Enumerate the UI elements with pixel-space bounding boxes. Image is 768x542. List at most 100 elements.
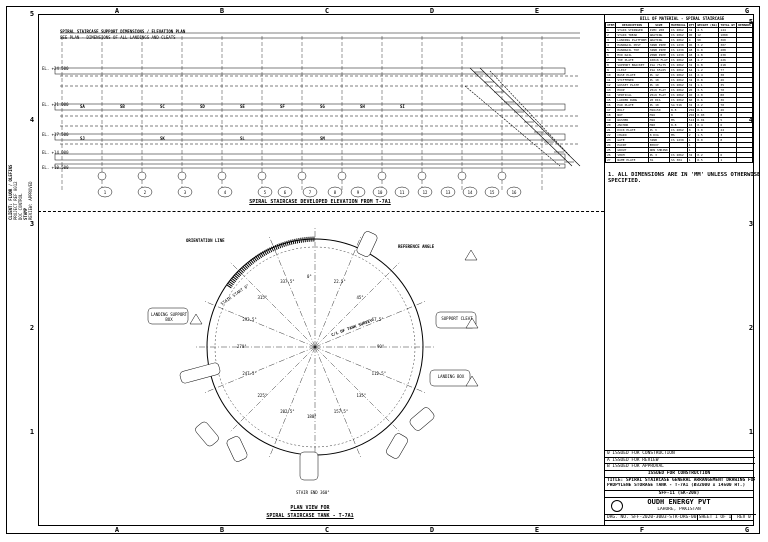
col-mark: E: [534, 7, 540, 15]
col-mark: B: [219, 526, 225, 534]
plan-box-right-2: LANDING BOX: [437, 374, 465, 379]
col-mark: A: [114, 7, 120, 15]
plan-box-left: LANDING SUPPORT BOX: [150, 312, 188, 322]
bom-cell: NAME PLATE: [615, 157, 649, 163]
bay-label: SH: [360, 104, 365, 109]
grid-bubble-label: 11: [399, 190, 405, 195]
row-mark: 1: [748, 428, 754, 436]
grid-bubble-label: 13: [445, 190, 451, 195]
level-label: EL. +24.500: [42, 66, 69, 71]
general-note: 1. ALL DIMENSIONS ARE IN 'MM' UNLESS OTH…: [608, 172, 761, 184]
plan-ray: [314, 300, 426, 348]
row-mark: 2: [748, 324, 754, 332]
level-label: EL. +14.000: [42, 150, 69, 155]
company-name: OUDH ENERGY PVT: [647, 498, 711, 506]
plan-angle-label: 135°: [356, 393, 367, 399]
row-mark: 2: [29, 324, 35, 332]
plan-label-reference: REFERENCE ANGLE: [398, 244, 435, 249]
plan-angle-label: 292.5°: [242, 317, 257, 323]
plan-ray: [314, 262, 400, 348]
col-mark: F: [639, 7, 645, 15]
bom-row: 26 SHIM PL 3 IS 2062 32 0.2 6: [604, 152, 753, 158]
bom-row: 1 STAIR STRINGER ISMC 200 IS 2062 32 4.5 144: [604, 27, 753, 33]
grid-bubble-label: 14: [467, 190, 473, 195]
bom-row: 25 GROUT NON SHRINK 1: [604, 147, 753, 153]
col-mark: C: [324, 7, 330, 15]
drawing-title-1: TITLE: SPIRAL STAIRCASE GENERAL ARRANGEM…: [605, 477, 755, 483]
plan-angle-label: 90°: [377, 344, 385, 349]
sheet-number: SHEET 1 OF 1: [697, 514, 732, 521]
plan-ray: [204, 346, 316, 394]
plan-ray: [314, 346, 426, 394]
plan-angle-label: 270°: [237, 344, 247, 349]
plan-view-drawing: [147, 227, 479, 481]
col-mark: A: [114, 526, 120, 534]
rev-row: A ISSUED FOR REVIEW: [605, 457, 755, 464]
bom-cell: 0.5: [695, 157, 720, 163]
bay-label: SD: [200, 104, 205, 109]
col-mark: D: [429, 7, 435, 15]
drawing-outer-frame: [6, 6, 760, 534]
plan-ray: [268, 236, 316, 348]
bom-header: REMARKS: [736, 22, 753, 28]
company-location: LAHORE, PAKISTAN: [657, 507, 701, 512]
drawing-title-2: PROPYLENE STORAGE TANK - T-7A1 (Ø32000 x…: [607, 483, 746, 488]
plan-angle-label: 45°: [356, 294, 364, 300]
plan-angle-label: 112.5°: [371, 370, 387, 376]
bom-cell: 1: [718, 157, 738, 163]
bay-label: SF: [280, 104, 285, 109]
plan-ray: [230, 346, 316, 432]
grid-bubble-label: 4: [223, 190, 227, 195]
bom-row: 27 NAME PLATE SS SS 304 1 0.5 1: [604, 157, 753, 163]
title-block: 0 ISSUED FOR CONSTRUCTION A ISSUED FOR R…: [604, 450, 756, 526]
bay-label: SG: [320, 104, 325, 109]
bom-cell: SS 304: [669, 157, 688, 163]
bom-cell: NON SHRINK: [647, 147, 671, 153]
plan-ray: [314, 346, 400, 432]
grid-bubble-label: 6: [283, 190, 287, 195]
bay-label: SE: [240, 104, 245, 109]
plan-ray: [230, 262, 316, 348]
drawing-inner-frame: [38, 14, 754, 526]
grid-bubble-label: 2: [143, 190, 147, 195]
strip-line: REVIEW: APPROVED: [28, 181, 33, 220]
col-mark: E: [534, 526, 540, 534]
grid-bubble-label: 1: [103, 190, 107, 195]
level-label: EL. +10.500: [42, 165, 69, 170]
col-mark: F: [639, 526, 645, 534]
col-mark: B: [219, 7, 225, 15]
bay-label: SJ: [80, 136, 85, 141]
bom-header: MATERIAL: [669, 22, 688, 28]
left-info-strip: CLIENT: FLUOR / OLEFINS PROJECT REF 0012…: [8, 30, 36, 220]
bom-header-row: ITEM DESCRIPTION SIZE MATERIAL QTY WEIGH…: [604, 22, 753, 28]
bay-label: SB: [120, 104, 125, 109]
grid-bubble-label: 12: [422, 190, 428, 195]
row-mark: 4: [29, 116, 35, 124]
bom-cell: [736, 157, 753, 163]
col-mark: G: [744, 526, 750, 534]
bom-cell: LANDING PLATFORM: [615, 37, 649, 43]
row-mark: 3: [29, 220, 35, 228]
bay-label: SC: [160, 104, 165, 109]
drawing-number: DRG. NO. SFF-2020-3003-STR-DRG-001-005: [605, 514, 697, 520]
plan-ray: [314, 346, 362, 458]
plan-angle-label: 0°: [307, 274, 312, 279]
bom-cell: 1: [686, 157, 697, 163]
right-column-divider: [604, 14, 605, 526]
grid-bubble-label: 10: [377, 190, 383, 195]
plan-angle-label: 22.5°: [333, 279, 346, 285]
bom-row: 12 GUSSET PLATE PL 10 IS 2062 32 1.1 35: [604, 82, 753, 88]
grid-bubble-label: 8: [333, 190, 337, 195]
bom-row: 21 KICK PLATE PL 6 IS 2062 8 3.0 24: [604, 127, 753, 133]
row-mark: 3: [748, 220, 754, 228]
col-mark: D: [429, 526, 435, 534]
bom-header: WEIGHT (KG): [695, 22, 720, 28]
plan-caption-2: SPIRAL STAIRCASE TANK - T-7A1: [266, 513, 354, 519]
plan-angle-label: 180°: [307, 414, 317, 419]
bom-cell: SUPPORT BRACKET: [615, 62, 649, 68]
bom-row: 18 NUT M16 8 256 0.03 8: [604, 112, 753, 118]
elevation-caption: SPIRAL STAIRCASE DEVELOPED ELEVATION FRO…: [249, 199, 391, 205]
plan-angle-label: 247.5°: [242, 370, 257, 376]
level-label: EL. +21.000: [42, 102, 69, 107]
row-mark: 1: [29, 428, 35, 436]
